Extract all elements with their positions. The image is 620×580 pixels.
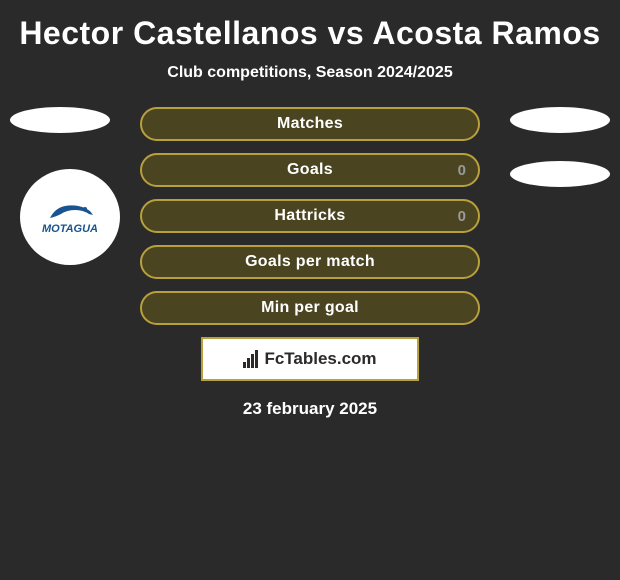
player-right-placeholder-1 <box>510 107 610 133</box>
season-subtitle: Club competitions, Season 2024/2025 <box>0 64 620 82</box>
stat-label: Hattricks <box>274 207 345 225</box>
comparison-title: Hector Castellanos vs Acosta Ramos <box>0 15 620 52</box>
fctables-logo-icon <box>243 350 258 368</box>
team-logo-text: MOTAGUA <box>42 223 98 235</box>
eagle-icon <box>45 200 95 225</box>
stat-bar-min-per-goal: Min per goal <box>140 291 480 325</box>
attribution-text: FcTables.com <box>264 349 376 369</box>
stat-bar-hattricks: Hattricks 0 <box>140 199 480 233</box>
stat-bar-matches: Matches <box>140 107 480 141</box>
stat-label: Goals per match <box>245 253 375 271</box>
date-label: 23 february 2025 <box>0 399 620 419</box>
stat-bars-container: Matches Goals 0 Hattricks 0 Goals per ma… <box>140 107 480 325</box>
stat-label: Matches <box>277 115 343 133</box>
stat-bar-goals-per-match: Goals per match <box>140 245 480 279</box>
player-right-placeholder-2 <box>510 161 610 187</box>
stat-label: Goals <box>287 161 333 179</box>
stat-value: 0 <box>458 162 466 179</box>
stat-label: Min per goal <box>261 299 359 317</box>
stat-value: 0 <box>458 208 466 225</box>
comparison-content: MOTAGUA Matches Goals 0 Hattricks 0 Goal… <box>0 107 620 419</box>
team-logo: MOTAGUA <box>20 169 120 265</box>
attribution-box: FcTables.com <box>201 337 419 381</box>
player-left-placeholder-1 <box>10 107 110 133</box>
stat-bar-goals: Goals 0 <box>140 153 480 187</box>
